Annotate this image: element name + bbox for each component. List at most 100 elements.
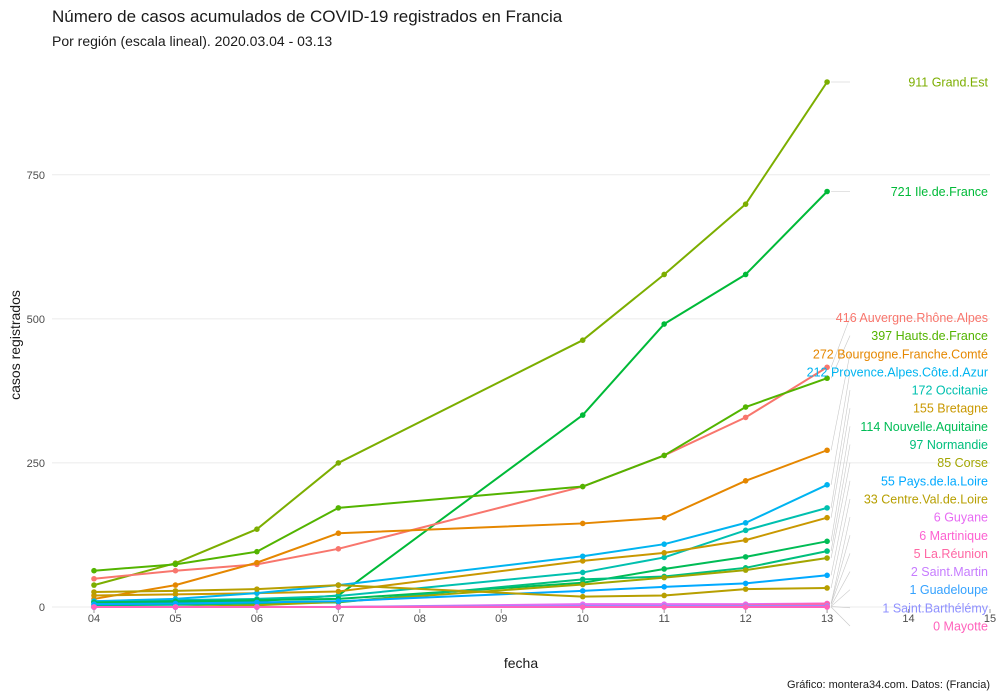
series-line-pays-de-la-loire <box>93 574 828 606</box>
data-point-ile-de-france <box>742 271 749 278</box>
data-point-auvergne-rh-ne-alpes <box>742 414 749 421</box>
data-point-corse <box>661 574 667 581</box>
label-leader-lines <box>830 81 851 627</box>
x-tick-label: 11 <box>658 613 669 625</box>
series-line-bourgogne-franche-comt- <box>93 449 828 600</box>
y-tick-label: 0 <box>39 602 45 614</box>
series-label-martinique: 6 Martinique <box>919 529 988 543</box>
data-point-auvergne-rh-ne-alpes <box>335 545 342 552</box>
chart-caption: Gráfico: montera34.com. Datos: (Francia) <box>787 679 990 691</box>
data-point-grand-est <box>824 79 830 85</box>
x-axis-ticks: 04 05 06 07 08 09 10 11 12 13 14 15 <box>88 609 996 625</box>
series-label-mayotte: 0 Mayotte <box>933 620 988 634</box>
series-label-saint-martin: 2 Saint.Martin <box>911 565 988 579</box>
data-point-provence-alpes-c-te-d-azur <box>824 482 830 488</box>
data-point-hauts-de-france <box>661 452 667 459</box>
leader-line-corse <box>830 462 851 559</box>
data-point-mayotte <box>824 604 830 610</box>
series-line-bretagne <box>93 516 828 597</box>
y-tick-label: 750 <box>27 170 45 182</box>
data-point-pays-de-la-loire <box>661 584 667 590</box>
data-point-pays-de-la-loire <box>254 599 260 606</box>
series-label-occitanie: 172 Occitanie <box>912 384 988 398</box>
data-point-bourgogne-franche-comt- <box>335 530 342 537</box>
data-point-mayotte <box>91 604 97 610</box>
series-line-ile-de-france <box>93 190 828 604</box>
data-point-auvergne-rh-ne-alpes <box>824 364 830 371</box>
series-end-labels: 911 Grand.Est 721 Ile.de.France 416 Auverg… <box>807 76 989 634</box>
leader-line-guadeloupe <box>830 589 851 607</box>
y-tick-label: 250 <box>27 458 45 470</box>
leader-line-mayotte <box>830 606 851 627</box>
data-point-hauts-de-france <box>172 561 179 568</box>
data-point-centre-val-de-loire <box>335 582 342 588</box>
chart-title: Número de casos acumulados de COVID-19 r… <box>52 7 563 26</box>
y-axis-title: casos registrados <box>7 290 23 400</box>
x-tick-label: 14 <box>902 613 914 625</box>
series-lines <box>91 79 830 610</box>
x-tick-label: 05 <box>169 613 181 625</box>
data-point-normandie <box>579 576 586 583</box>
data-point-provence-alpes-c-te-d-azur <box>254 590 260 596</box>
leader-line-occitanie <box>830 390 851 508</box>
data-point-ile-de-france <box>661 321 667 327</box>
data-point-bourgogne-franche-comt- <box>824 447 830 454</box>
data-point-bretagne <box>579 558 586 564</box>
leader-line-normandie <box>830 444 851 552</box>
series-line-occitanie <box>93 506 828 603</box>
series-label-saint-barth-l-my: 1 Saint.Barthélémy <box>882 601 988 615</box>
data-point-bretagne <box>661 550 667 556</box>
data-point-grand-est <box>579 337 586 343</box>
leader-line-auvergne-rh-ne-alpes <box>830 317 851 368</box>
x-tick-label: 04 <box>88 613 100 625</box>
leader-line-bretagne <box>830 408 851 518</box>
series-label-guyane: 6 Guyane <box>934 511 988 525</box>
leader-line-centre-val-de-loire <box>830 498 851 589</box>
x-tick-label: 12 <box>740 613 752 625</box>
series-label-guadeloupe: 1 Guadeloupe <box>909 583 988 597</box>
data-point-mayotte <box>579 604 586 610</box>
data-point-corse <box>824 555 830 561</box>
data-point-ile-de-france <box>824 188 830 195</box>
series-label-grand-est: 911 Grand.Est <box>908 76 988 90</box>
data-point-pays-de-la-loire <box>579 588 586 594</box>
series-line-auvergne-rh-ne-alpes <box>93 366 828 580</box>
data-point-bretagne <box>742 537 749 543</box>
data-point-grand-est <box>254 526 260 533</box>
leader-line-provence-alpes-c-te-d-azur <box>830 371 851 485</box>
leader-line-la-r-union <box>830 553 851 605</box>
data-point-mayotte <box>172 604 179 610</box>
data-point-centre-val-de-loire <box>91 589 97 595</box>
x-tick-label: 15 <box>984 613 996 625</box>
data-point-centre-val-de-loire <box>742 586 749 592</box>
data-point-centre-val-de-loire <box>254 586 260 592</box>
data-point-bretagne <box>335 588 342 595</box>
data-point-pays-de-la-loire <box>824 572 830 579</box>
x-axis-title: fecha <box>504 655 538 671</box>
gridlines <box>52 174 990 608</box>
series-label-bourgogne-franche-comt-: 272 Bourgogne.Franche.Comté <box>813 347 988 361</box>
data-point-grand-est <box>335 460 342 466</box>
series-label-normandie: 97 Normandie <box>909 438 988 452</box>
data-point-occitanie <box>742 527 749 534</box>
data-point-grand-est <box>742 201 749 207</box>
data-point-centre-val-de-loire <box>661 592 667 599</box>
leader-line-saint-martin <box>830 571 851 606</box>
data-point-bourgogne-franche-comt- <box>579 520 586 527</box>
series-line-hauts-de-france <box>93 377 828 572</box>
data-point-pays-de-la-loire <box>742 580 749 587</box>
data-point-bourgogne-franche-comt- <box>254 559 260 566</box>
data-point-provence-alpes-c-te-d-azur <box>661 541 667 547</box>
data-point-grand-est <box>91 582 97 588</box>
data-point-pays-de-la-loire <box>335 598 342 605</box>
series-label-hauts-de-france: 397 Hauts.de.France <box>871 329 988 343</box>
data-point-bretagne <box>824 514 830 521</box>
data-point-centre-val-de-loire <box>579 593 586 600</box>
data-point-nouvelle-aquitaine <box>742 554 749 560</box>
data-point-hauts-de-france <box>91 567 97 574</box>
data-point-bourgogne-franche-comt- <box>172 582 179 588</box>
data-point-auvergne-rh-ne-alpes <box>91 575 97 582</box>
leader-line-nouvelle-aquitaine <box>830 426 851 542</box>
data-point-hauts-de-france <box>254 548 260 555</box>
